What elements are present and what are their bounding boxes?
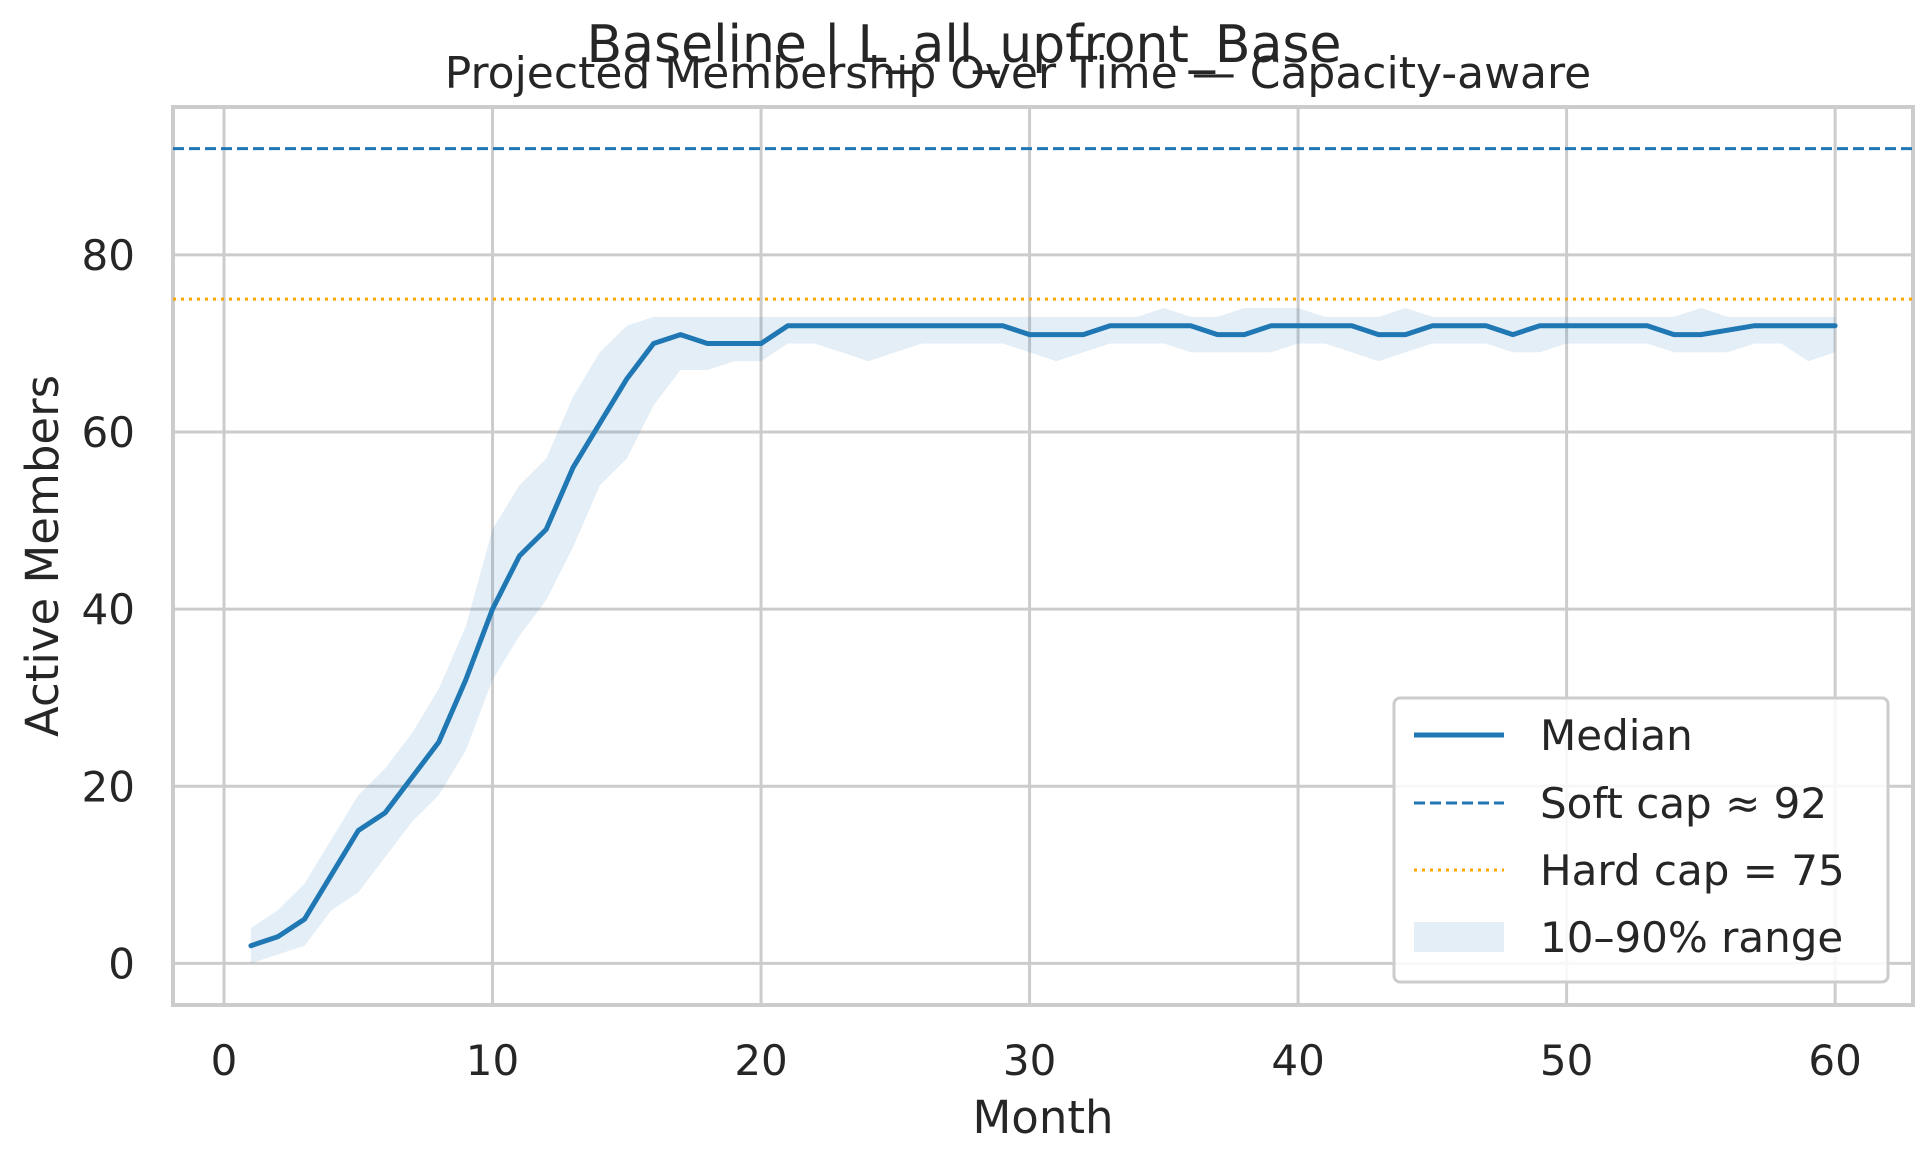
chart-title: Projected Membership Over Time — Capacit…: [445, 48, 1591, 99]
x-tick-label: 60: [1808, 1036, 1861, 1085]
x-tick-label: 50: [1540, 1036, 1593, 1085]
legend-box: [1392, 696, 1890, 984]
legend: Median Soft cap ≈ 92 Hard cap = 75 10–90…: [1392, 696, 1890, 984]
x-tick-label: 20: [734, 1036, 787, 1085]
series-lines: [248, 323, 1838, 949]
legend-label-hard-cap: Hard cap = 75: [1540, 846, 1845, 895]
grid: [173, 107, 1913, 1005]
x-axis-label: Month: [972, 1091, 1113, 1144]
y-tick-label: 80: [82, 231, 135, 280]
x-tick-label: 30: [1003, 1036, 1056, 1085]
y-tick-label: 40: [82, 585, 135, 634]
y-tick-label: 0: [108, 939, 135, 988]
y-tick-label: 20: [82, 762, 135, 811]
median-line: [248, 323, 1838, 949]
legend-label-median: Median: [1540, 711, 1693, 760]
legend-swatch-range: [1414, 922, 1504, 952]
reference-lines: [173, 147, 1913, 301]
y-axis-label: Active Members: [16, 375, 69, 737]
chart-suptitle: Baseline | L_all_upfront_Base: [586, 15, 1341, 75]
x-tick-label: 10: [466, 1036, 519, 1085]
legend-label-soft-cap: Soft cap ≈ 92: [1540, 779, 1827, 828]
legend-label-range: 10–90% range: [1540, 913, 1843, 962]
x-tick-label: 0: [211, 1036, 238, 1085]
y-tick-labels: 0 20 40 60 80: [82, 231, 135, 988]
x-tick-label: 40: [1271, 1036, 1324, 1085]
x-tick-labels: 0 10 20 30 40 50 60: [211, 1036, 1862, 1085]
y-tick-label: 60: [82, 408, 135, 457]
